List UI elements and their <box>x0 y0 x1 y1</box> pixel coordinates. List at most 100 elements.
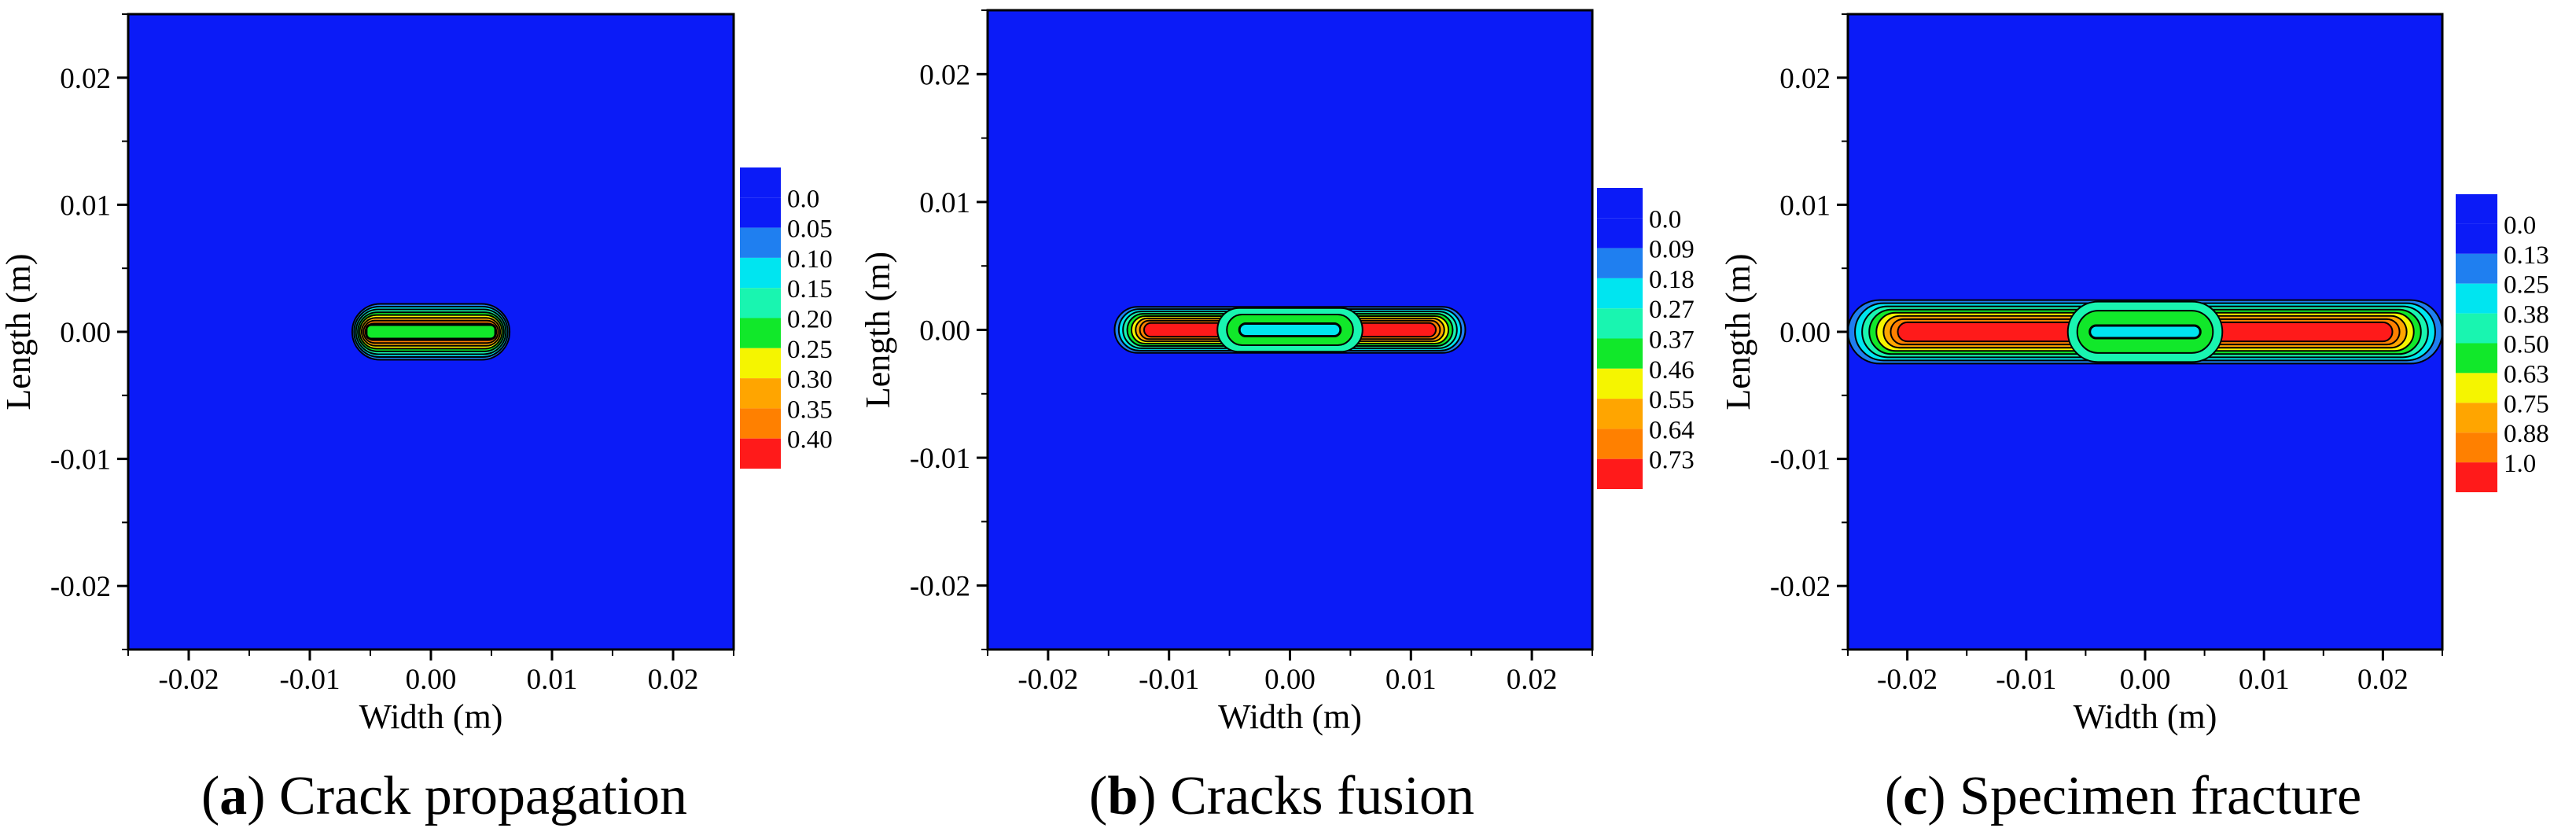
legend-swatch <box>1597 218 1643 248</box>
y-tick-label: 0.00 <box>60 317 111 349</box>
legend-label: 0.73 <box>1649 447 1695 475</box>
legend-swatch <box>1597 338 1643 369</box>
legend-label: 0.05 <box>787 215 833 244</box>
legend-label: 0.55 <box>1649 386 1695 414</box>
x-tick-label: -0.01 <box>279 664 340 696</box>
caption-open-paren: ( <box>1089 766 1107 826</box>
y-tick-label: -0.01 <box>1770 444 1831 477</box>
y-axis-title: Length (m) <box>859 252 897 408</box>
y-tick-label: 0.01 <box>919 187 970 219</box>
legend-swatch <box>2456 403 2497 433</box>
x-tick-label: 0.00 <box>2120 664 2171 696</box>
x-tick-label: 0.01 <box>2239 664 2290 696</box>
legend-swatch <box>1597 278 1643 309</box>
legend-label: 0.64 <box>1649 416 1695 444</box>
x-tick-label: 0.00 <box>406 664 457 696</box>
x-tick-label: 0.00 <box>1264 664 1316 696</box>
legend-label: 0.0 <box>1649 205 1681 234</box>
chart-panel-b: -0.02 -0.01 0.00 0.01 0.02 0.02 0.01 0.00 -0.01 -… <box>859 9 1695 826</box>
legend-swatch <box>740 257 781 289</box>
panel-caption: (b) Cracks fusion <box>1089 766 1474 826</box>
legend-label: 0.0 <box>787 185 819 213</box>
x-tick-label: -0.02 <box>158 664 219 696</box>
y-tick-label: 0.01 <box>1779 190 1831 222</box>
legend-swatch <box>1597 188 1643 219</box>
legend-label: 0.88 <box>2504 420 2549 448</box>
caption-text: ) Crack propagation <box>247 766 687 826</box>
legend-label: 0.0 <box>2504 212 2536 240</box>
caption-letter: b <box>1107 766 1138 826</box>
y-tick-label: 0.01 <box>60 190 111 222</box>
x-tick-label: 0.01 <box>1386 664 1437 696</box>
chart-panel-a: -0.02 -0.01 0.00 0.01 0.02 0.02 0.01 0.00 -0.01 -… <box>0 13 833 826</box>
x-tick-label: -0.01 <box>1139 664 1199 696</box>
crack-core <box>365 323 497 340</box>
y-axis-title: Length (m) <box>1719 253 1757 410</box>
x-tick-label: -0.02 <box>1877 664 1938 696</box>
caption-letter: a <box>219 766 247 826</box>
legend-label: 0.15 <box>787 275 833 304</box>
legend-swatch <box>2456 343 2497 374</box>
legend-label: 0.35 <box>787 396 833 424</box>
legend-label: 0.63 <box>2504 360 2549 388</box>
legend-swatch <box>2456 432 2497 463</box>
y-tick-label: -0.02 <box>50 571 111 603</box>
legend-label: 0.10 <box>787 245 833 274</box>
legend-swatch <box>1597 308 1643 339</box>
x-tick-label: 0.01 <box>527 664 578 696</box>
crack-band <box>1847 299 2443 365</box>
legend-swatch <box>1597 458 1643 489</box>
legend-swatch <box>740 318 781 348</box>
legend-swatch <box>740 288 781 318</box>
y-tick-label: -0.02 <box>1770 571 1831 603</box>
legend-label: 0.46 <box>1649 356 1695 385</box>
legend-label: 0.13 <box>2504 241 2549 270</box>
y-tick-label: -0.02 <box>910 571 970 603</box>
legend-label: 1.0 <box>2504 450 2536 478</box>
y-tick-label: 0.02 <box>919 59 970 91</box>
legend-swatch <box>2456 462 2497 492</box>
y-tick-label: -0.01 <box>50 444 111 477</box>
legend-label: 0.20 <box>787 306 833 334</box>
legend-swatch <box>1597 248 1643 278</box>
caption-letter: c <box>1903 766 1927 826</box>
legend-label: 0.40 <box>787 426 833 454</box>
x-axis-title: Width (m) <box>359 697 503 736</box>
legend-swatch <box>2456 253 2497 284</box>
panel-caption: (c) Specimen fracture <box>1885 766 2361 826</box>
legend-label: 0.09 <box>1649 236 1695 264</box>
legend-swatch <box>2456 373 2497 403</box>
legend-swatch <box>1597 429 1643 459</box>
legend-swatch <box>740 197 781 228</box>
legend-label: 0.75 <box>2504 390 2549 418</box>
x-tick-label: 0.02 <box>648 664 699 696</box>
x-tick-label: -0.02 <box>1018 664 1078 696</box>
y-tick-label: 0.00 <box>919 315 970 348</box>
legend-swatch <box>2456 313 2497 344</box>
legend-swatch <box>2456 223 2497 254</box>
legend-label: 0.25 <box>2504 271 2549 300</box>
crack-core <box>2088 324 2202 340</box>
legend-label: 0.50 <box>2504 331 2549 359</box>
x-axis-title: Width (m) <box>2074 697 2217 736</box>
legend-swatch <box>740 167 781 198</box>
legend-swatch <box>1597 399 1643 429</box>
caption-open-paren: ( <box>1885 766 1903 826</box>
crack-band <box>351 303 511 361</box>
caption-text: ) Specimen fracture <box>1927 766 2361 826</box>
y-tick-label: 0.02 <box>1779 63 1831 95</box>
y-tick-label: -0.01 <box>910 443 970 475</box>
legend-swatch <box>2456 283 2497 314</box>
y-axis-title: Length (m) <box>0 253 38 410</box>
panel-caption: (a) Crack propagation <box>201 766 687 826</box>
x-tick-label: -0.01 <box>1996 664 2056 696</box>
legend: 0.00.130.250.380.500.630.750.881.0 <box>2456 194 2549 492</box>
legend-swatch <box>740 408 781 439</box>
x-axis-title: Width (m) <box>1218 697 1362 736</box>
legend-swatch <box>740 438 781 469</box>
legend-label: 0.37 <box>1649 326 1695 355</box>
legend-swatch <box>1597 368 1643 399</box>
legend: 0.00.090.180.270.370.460.550.64 0.73 <box>1597 188 1695 489</box>
legend-label: 0.38 <box>2504 301 2549 329</box>
